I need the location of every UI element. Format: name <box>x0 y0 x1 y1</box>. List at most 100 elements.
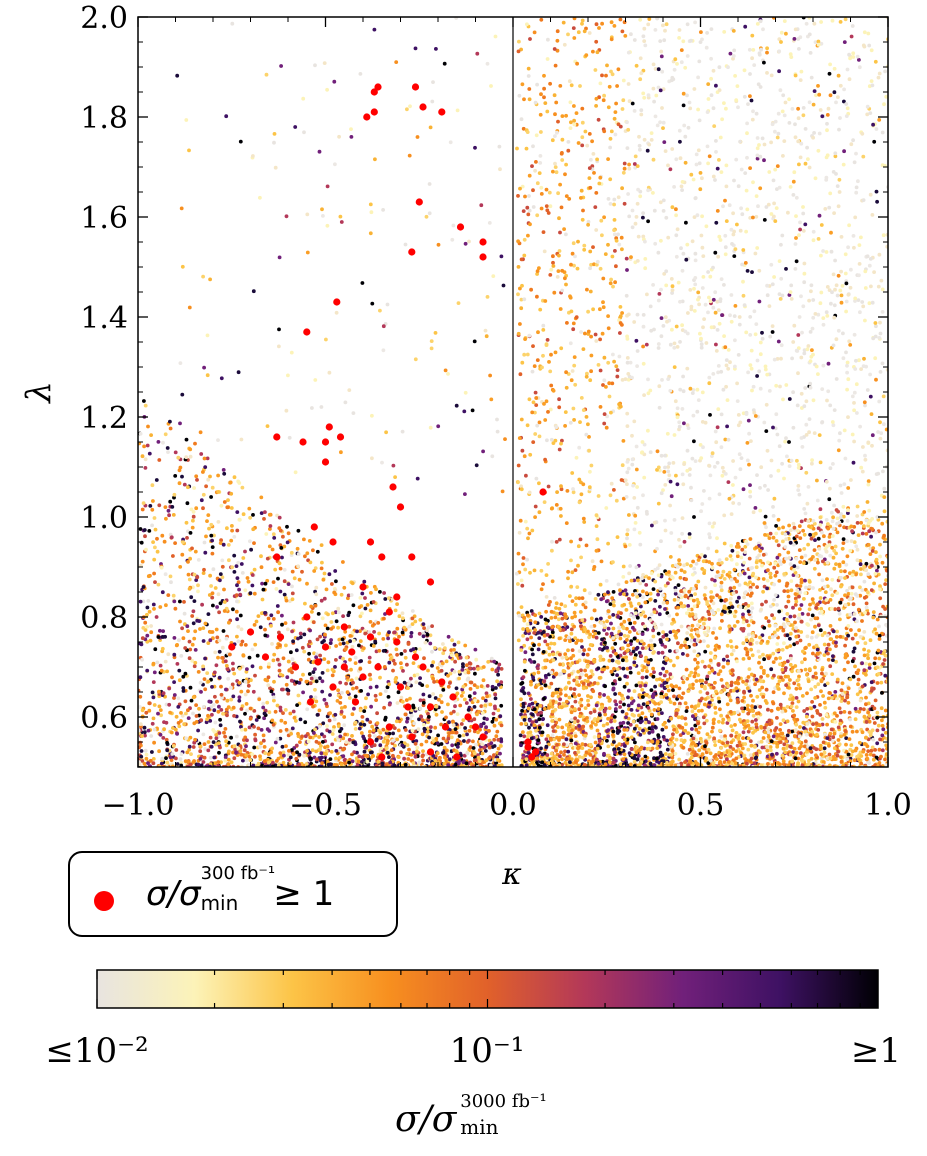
scatter-point <box>445 748 449 753</box>
scatter-point <box>309 676 314 681</box>
scatter-point <box>454 749 459 754</box>
scatter-point <box>165 740 170 745</box>
scatter-point <box>813 558 817 562</box>
scatter-point <box>707 704 711 709</box>
scatter-point <box>618 636 623 641</box>
scatter-point <box>625 626 629 631</box>
scatter-point <box>450 638 454 643</box>
scatter-point <box>263 751 268 756</box>
scatter-point <box>219 503 224 508</box>
scatter-point <box>429 339 434 343</box>
scatter-point <box>246 683 251 688</box>
scatter-point <box>825 577 829 581</box>
scatter-point <box>195 478 199 482</box>
scatter-point <box>201 626 206 630</box>
scatter-point <box>196 762 201 767</box>
scatter-point <box>405 743 410 747</box>
scatter-point <box>633 653 638 657</box>
scatter-point <box>279 64 283 68</box>
scatter-point <box>308 756 312 761</box>
scatter-point <box>826 657 831 662</box>
scatter-point <box>606 590 610 595</box>
scatter-point <box>827 540 832 545</box>
scatter-point <box>479 704 484 708</box>
scatter-point <box>711 631 715 635</box>
scatter-point <box>320 689 325 694</box>
scatter-point <box>481 665 486 669</box>
scatter-point <box>405 107 409 112</box>
scatter-point <box>231 667 236 672</box>
scatter-point <box>436 760 441 765</box>
scatter-point <box>661 630 665 634</box>
scatter-point <box>833 544 838 549</box>
scatter-point <box>243 679 248 684</box>
scatter-point <box>187 305 192 310</box>
scatter-point <box>519 722 524 726</box>
scatter-point <box>747 689 752 693</box>
scatter-point <box>176 705 181 709</box>
scatter-point <box>357 605 362 610</box>
scatter-point <box>403 649 407 653</box>
scatter-point <box>490 667 495 672</box>
scatter-point <box>223 755 228 760</box>
scatter-point <box>788 678 792 682</box>
scatter-point <box>742 689 746 694</box>
scatter-point <box>855 729 859 734</box>
scatter-point <box>153 527 158 532</box>
scatter-point <box>320 207 324 212</box>
scatter-point <box>442 61 447 66</box>
scatter-point <box>684 667 689 672</box>
scatter-point <box>203 747 208 751</box>
scatter-point <box>245 576 250 580</box>
scatter-point <box>856 533 861 537</box>
scatter-point <box>332 79 337 84</box>
scatter-point <box>190 642 195 647</box>
scatter-point <box>277 344 281 349</box>
scatter-point <box>794 722 799 727</box>
scatter-point <box>186 572 191 577</box>
scatter-point <box>487 745 492 750</box>
scatter-point <box>369 704 373 709</box>
scatter-point <box>364 753 369 758</box>
scatter-point <box>455 691 460 696</box>
scatter-point <box>311 670 316 674</box>
scatter-point <box>743 581 748 586</box>
scatter-point <box>313 603 318 608</box>
scatter-point <box>290 670 294 675</box>
scatter-point <box>296 552 301 556</box>
scatter-point <box>496 758 500 762</box>
scatter-point <box>259 554 263 559</box>
scatter-point <box>330 742 335 747</box>
scatter-point <box>168 419 172 424</box>
scatter-point <box>247 725 252 730</box>
scatter-point <box>546 734 550 738</box>
scatter-point <box>370 750 374 755</box>
scatter-point <box>489 763 493 767</box>
scatter-point <box>196 583 200 588</box>
scatter-point <box>165 446 170 450</box>
scatter-point <box>632 689 637 694</box>
scatter-point <box>277 526 282 530</box>
scatter-point <box>753 682 757 687</box>
scatter-point <box>472 705 477 709</box>
scatter-point <box>192 572 197 577</box>
scatter-point <box>232 714 237 718</box>
scatter-point <box>482 745 487 750</box>
scatter-point <box>695 660 700 665</box>
scatter-point <box>311 679 316 684</box>
scatter-point <box>381 649 386 653</box>
scatter-point <box>461 718 466 722</box>
scatter-point <box>243 735 248 740</box>
scatter-point <box>251 689 256 694</box>
scatter-point <box>360 715 365 719</box>
scatter-point <box>484 691 489 696</box>
scatter-point <box>428 425 433 430</box>
scatter-point <box>338 701 343 705</box>
scatter-point <box>570 705 575 709</box>
scatter-point <box>830 593 835 598</box>
scatter-point <box>289 731 293 736</box>
scatter-point <box>387 702 392 707</box>
scatter-point <box>747 556 752 561</box>
scatter-point <box>185 501 190 506</box>
scatter-point <box>463 726 467 730</box>
